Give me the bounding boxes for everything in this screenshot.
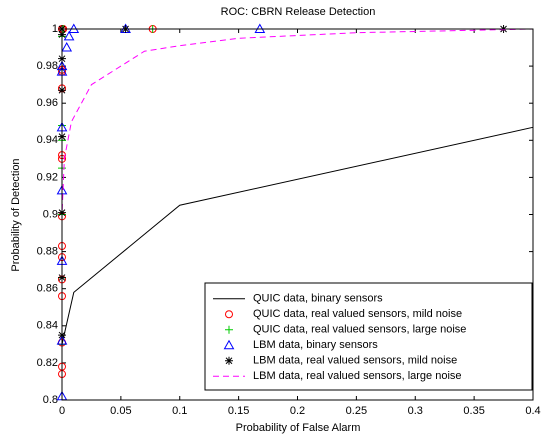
y-tick-label: 0.98: [37, 60, 58, 72]
marker: [63, 30, 75, 41]
x-axis-label: Probability of False Alarm: [236, 422, 361, 434]
y-tick-label: 0.9: [43, 208, 58, 220]
y-tick-label: 0.88: [37, 246, 58, 258]
y-tick-label: 0.92: [37, 171, 58, 183]
y-tick-label: 1: [52, 23, 58, 35]
legend-label: LBM data, binary sensors: [253, 339, 378, 351]
x-tick-label: 0.35: [463, 405, 484, 417]
legend-box: [204, 282, 533, 391]
legend-marker: [225, 325, 233, 334]
x-tick-label: 0.4: [525, 405, 540, 417]
series-line: [61, 28, 534, 400]
y-tick-label: 0.86: [37, 283, 58, 295]
x-tick-label: 0.15: [228, 405, 249, 417]
marker: [61, 42, 73, 52]
legend-marker: [225, 356, 233, 365]
y-tick-label: 0.94: [37, 134, 58, 146]
legend-marker: [225, 310, 233, 319]
y-tick-label: 0.8: [43, 394, 58, 406]
y-tick-label: 0.82: [37, 357, 58, 369]
y-tick-label: 0.96: [37, 97, 58, 109]
legend-label: LBM data, real valued sensors, mild nois…: [253, 355, 457, 367]
legend-label: LBM data, real valued sensors, large noi…: [253, 370, 462, 382]
y-axis-label: Probability of Detection: [10, 158, 22, 271]
x-tick-label: 0.1: [172, 405, 187, 417]
x-tick-label: 0.2: [290, 405, 305, 417]
legend-label: QUIC data, binary sensors: [253, 293, 383, 305]
legend: QUIC data, binary sensors QUIC data, real…: [204, 282, 533, 391]
legend-label: QUIC data, real valued sensors, large no…: [253, 324, 466, 336]
x-tick-label: 0: [59, 405, 65, 417]
y-tick-label: 0.84: [37, 320, 58, 332]
chart-title: ROC: CBRN Release Detection: [221, 6, 376, 18]
legend-label: QUIC data, real valued sensors, mild noi…: [253, 308, 462, 320]
axes-box: [61, 28, 534, 401]
x-tick-label: 0.25: [346, 405, 367, 417]
legend-marker: [223, 339, 235, 350]
x-tick-label: 0.05: [110, 405, 131, 417]
x-tick-label: 0.3: [408, 405, 423, 417]
